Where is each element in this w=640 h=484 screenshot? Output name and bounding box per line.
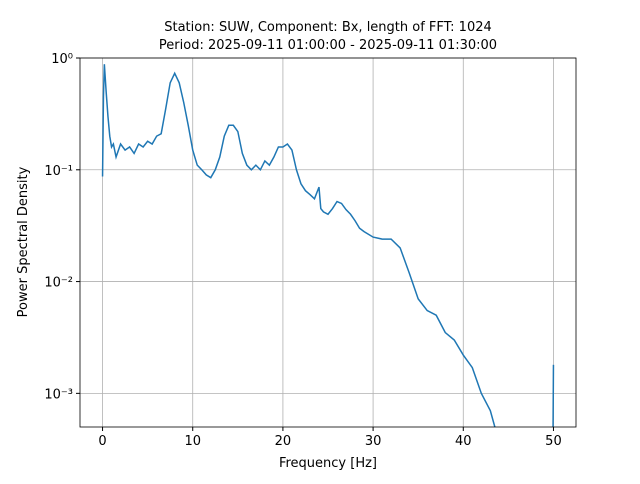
x-tick-label: 30 (365, 434, 382, 449)
x-axis-label: Frequency [Hz] (279, 456, 377, 471)
y-tick-label: 10⁻² (44, 276, 73, 291)
chart-subtitle: Period: 2025-09-11 01:00:00 - 2025-09-11… (159, 38, 497, 53)
plot-frame (79, 57, 577, 428)
y-tick-label: 10⁰ (51, 52, 73, 67)
x-tick-label: 0 (98, 434, 106, 449)
line-series (101, 64, 555, 427)
x-tick-label: 40 (455, 434, 472, 449)
y-tick-label: 10⁻³ (44, 387, 73, 402)
chart-title: Station: SUW, Component: Bx, length of F… (164, 20, 492, 35)
y-tick-label: 10⁻¹ (44, 164, 73, 179)
y-axis-label: Power Spectral Density (16, 166, 31, 317)
x-tick-label: 20 (275, 434, 292, 449)
x-tick-label: 10 (184, 434, 201, 449)
x-tick-label: 50 (545, 434, 562, 449)
